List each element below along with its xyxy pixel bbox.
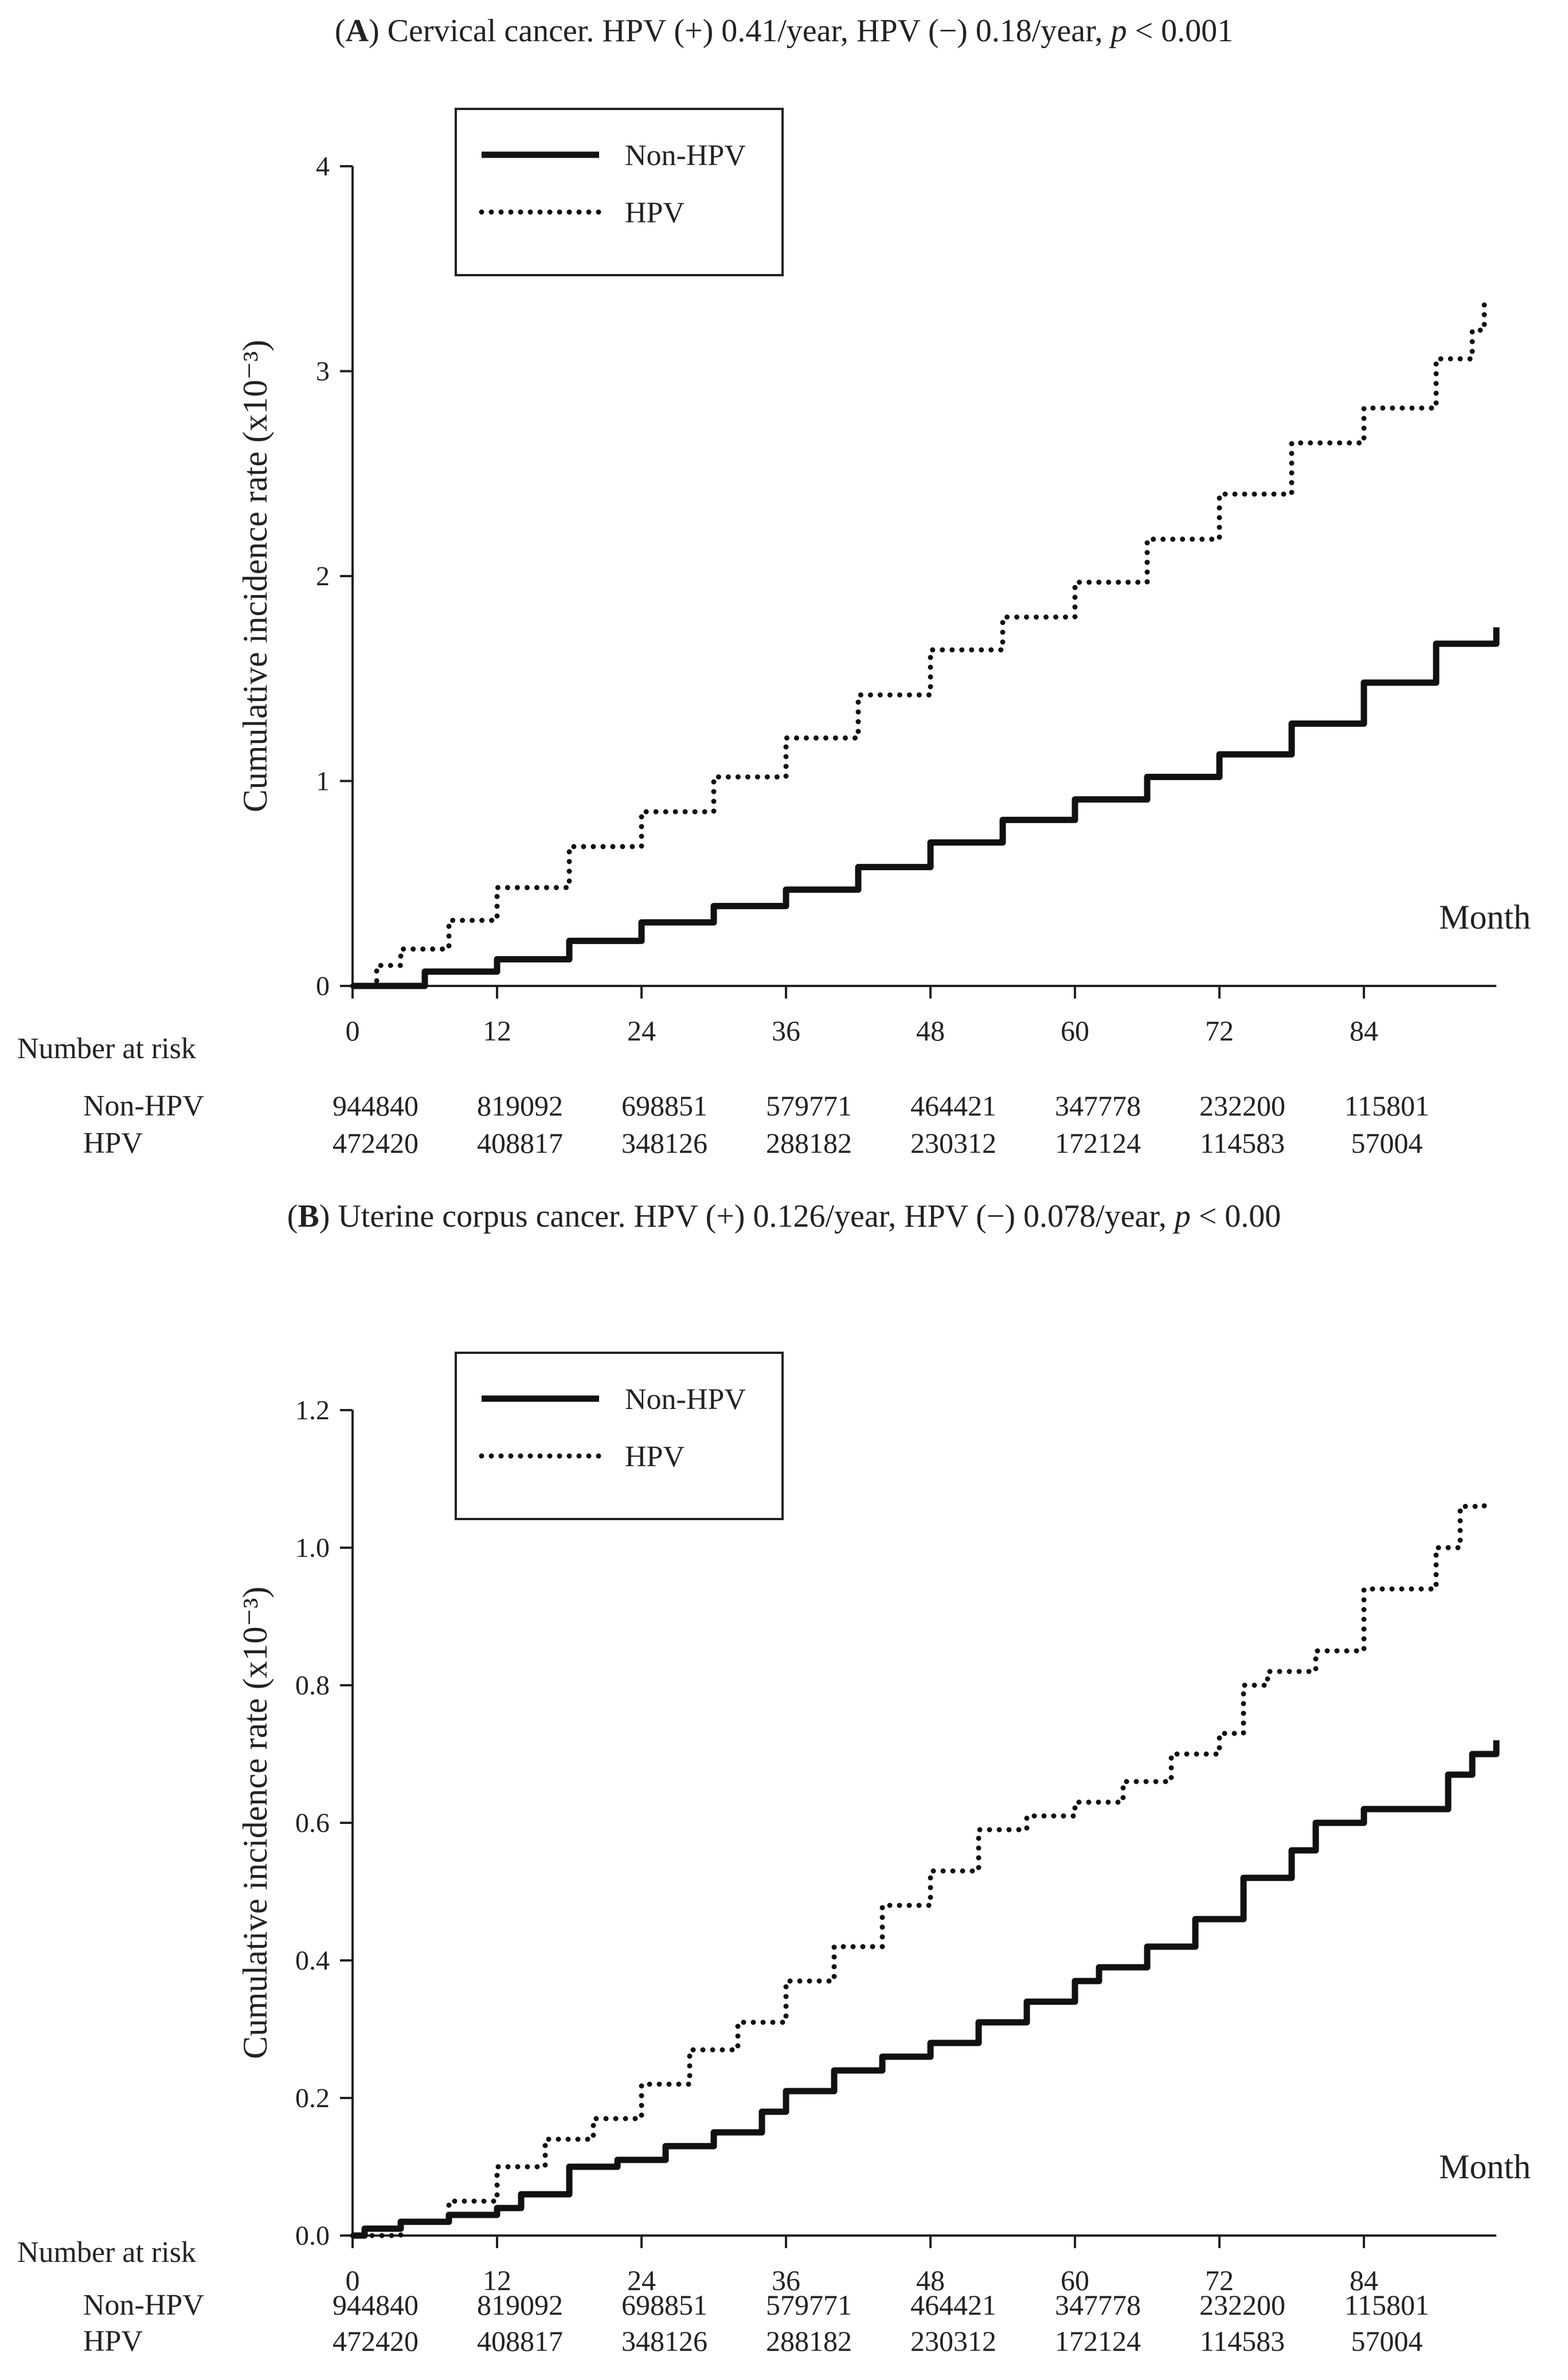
x-tick-label: 24 — [627, 1015, 656, 1047]
panel-a: (A) Cervical cancer. HPV (+) 0.41/year, … — [17, 13, 1531, 1160]
risk-table-cell: 230312 — [910, 1127, 996, 1159]
legend-box — [455, 1352, 784, 1520]
hpv-series-line — [350, 296, 1487, 989]
risk-table-cell: 408817 — [477, 2325, 563, 2357]
risk-table-cell: 232200 — [1199, 2289, 1285, 2321]
cumulative-incidence-chart: 0.0 0.2 0.4 0.6 0.8 1.0 1.2 0 12 24 36 48 60 72 84 Cumu… — [236, 1352, 1531, 2296]
x-tick-label: 60 — [1061, 2264, 1089, 2296]
panel-title: (A) Cervical cancer. HPV (+) 0.41/year, … — [334, 13, 1234, 49]
risk-table-title: Number at risk — [17, 1032, 196, 1065]
x-tick-label: 72 — [1205, 1015, 1234, 1047]
y-tick-label: 4 — [316, 151, 330, 182]
non-hpv-series-line — [353, 1740, 1500, 2239]
panel-title-text: Uterine corpus cancer. HPV (+) 0.126/yea… — [338, 1199, 1167, 1234]
y-tick-label: 0.8 — [295, 1670, 330, 1701]
x-tick-label: 12 — [483, 2264, 511, 2296]
risk-row-label: HPV — [83, 2325, 143, 2358]
risk-table-cell: 472420 — [333, 1127, 419, 1159]
risk-table-cell: 347778 — [1055, 1090, 1141, 1122]
risk-table-cell: 472420 — [333, 2325, 419, 2357]
y-tick-label: 0.4 — [295, 1946, 330, 1976]
legend-label: Non-HPV — [625, 1383, 746, 1416]
risk-table-cell: 819092 — [477, 2289, 563, 2321]
x-tick-label: 36 — [772, 1015, 800, 1047]
risk-table-cell: 819092 — [477, 1090, 563, 1122]
panel-letter: A — [345, 13, 369, 49]
risk-table-cell: 579771 — [766, 1090, 852, 1122]
legend-label: HPV — [625, 1440, 685, 1473]
risk-table-cell: 288182 — [766, 2325, 852, 2357]
x-tick-label: 0 — [346, 1015, 360, 1047]
panel-title-text: Cervical cancer. HPV (+) 0.41/year, HPV … — [387, 13, 1103, 49]
x-tick-label: 48 — [916, 2264, 945, 2296]
x-tick-label: 48 — [916, 1015, 945, 1047]
risk-table-cell: 698851 — [621, 1090, 707, 1122]
risk-table-cell: 230312 — [910, 2325, 996, 2357]
y-tick-label: 0 — [316, 971, 330, 1001]
risk-table-cell: 288182 — [766, 1127, 852, 1159]
non-hpv-series-line — [353, 627, 1500, 989]
risk-table-cell: 944840 — [333, 1090, 419, 1122]
hpv-series-line — [350, 1497, 1487, 2238]
panel-title: (B) Uterine corpus cancer. HPV (+) 0.126… — [287, 1199, 1281, 1234]
risk-table-cell: 348126 — [621, 2325, 707, 2357]
risk-table-cell: 232200 — [1199, 1090, 1285, 1122]
risk-table-cell: 464421 — [910, 2289, 996, 2321]
x-tick-label: 60 — [1061, 1015, 1089, 1047]
risk-table-cell: 944840 — [333, 2289, 419, 2321]
risk-table-cell: 464421 — [910, 1090, 996, 1122]
risk-table-cell: 57004 — [1351, 2325, 1423, 2357]
risk-table-cell: 115801 — [1344, 2289, 1430, 2321]
risk-row-label: Non-HPV — [83, 1090, 204, 1122]
risk-table-cell: 347778 — [1055, 2289, 1141, 2321]
x-tick-label: 0 — [346, 2264, 360, 2296]
y-tick-label: 0.2 — [295, 2083, 330, 2113]
legend-box — [455, 108, 784, 276]
panel-title-p-tail: < 0.001 — [1135, 13, 1234, 49]
risk-table-cell: 348126 — [621, 1127, 707, 1159]
x-tick-label: 36 — [772, 2264, 800, 2296]
y-tick-label: 0.0 — [295, 2221, 330, 2251]
risk-table-cell: 114583 — [1199, 1127, 1285, 1159]
y-tick-label: 1 — [316, 766, 330, 797]
panel-title-p-tail: < 0.00 — [1198, 1199, 1281, 1234]
panel-b: (B) Uterine corpus cancer. HPV (+) 0.126… — [0, 1198, 1568, 2380]
y-tick-label: 3 — [316, 357, 330, 387]
risk-table-cell: 57004 — [1351, 1127, 1423, 1159]
panel-title-p: p — [1174, 1199, 1191, 1234]
risk-table-cell: 408817 — [477, 1127, 563, 1159]
risk-table-cell: 579771 — [766, 2289, 852, 2321]
y-tick-label: 2 — [316, 561, 330, 592]
x-axis-label: Month — [1439, 898, 1531, 936]
legend-label: HPV — [625, 197, 685, 229]
x-tick-label: 72 — [1205, 2264, 1234, 2296]
risk-table-cell: 698851 — [621, 2289, 707, 2321]
risk-table-cell: 172124 — [1055, 2325, 1141, 2357]
y-tick-label: 1.0 — [295, 1533, 330, 1563]
x-axis-label: Month — [1439, 2148, 1531, 2186]
y-tick-label: 0.6 — [295, 1808, 330, 1838]
x-tick-label: 84 — [1350, 2264, 1378, 2296]
risk-table-title: Number at risk — [17, 2236, 196, 2269]
legend-label: Non-HPV — [625, 139, 746, 172]
y-tick-label: 1.2 — [295, 1395, 330, 1426]
x-tick-label: 12 — [483, 1015, 511, 1047]
panel-title-p: p — [1110, 13, 1127, 49]
y-axis-label: Cumulative incidence rate (x10⁻³) — [236, 340, 274, 812]
risk-table-cell: 114583 — [1199, 2325, 1285, 2357]
risk-row-label: Non-HPV — [83, 2289, 204, 2322]
risk-table-cell: 115801 — [1344, 1090, 1430, 1122]
risk-table-cell: 172124 — [1055, 1127, 1141, 1159]
panel-letter: B — [298, 1199, 319, 1234]
x-tick-label: 84 — [1350, 1015, 1378, 1047]
x-tick-label: 24 — [627, 2264, 656, 2296]
y-axis-label: Cumulative incidence rate (x10⁻³) — [236, 1587, 274, 2059]
risk-row-label: HPV — [83, 1127, 143, 1160]
